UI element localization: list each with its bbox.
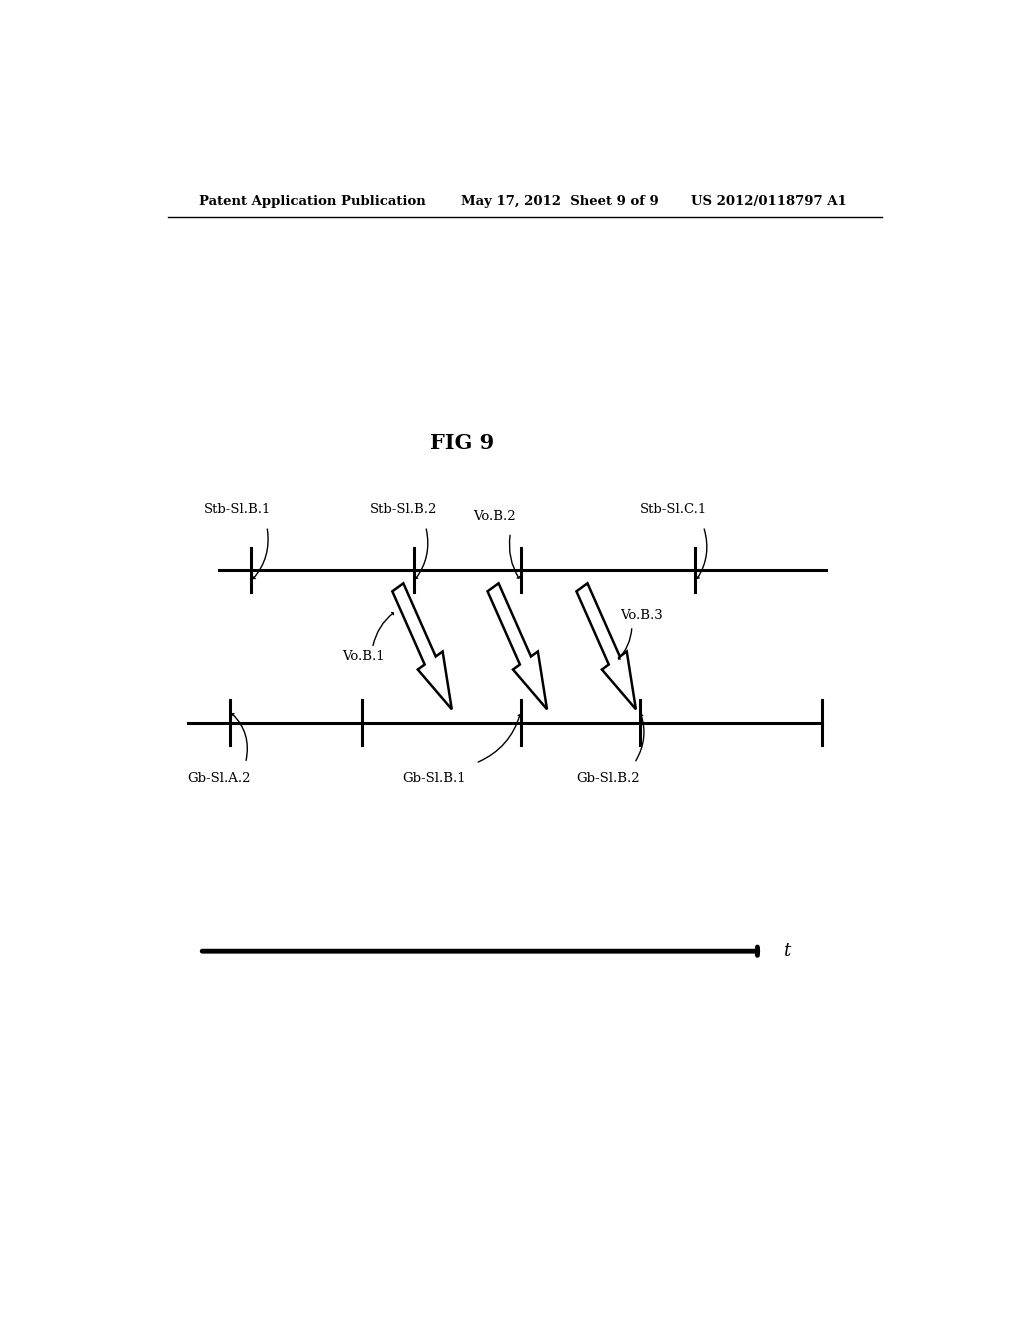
Polygon shape <box>392 583 452 709</box>
Polygon shape <box>577 583 636 709</box>
Text: Gb-Sl.B.1: Gb-Sl.B.1 <box>401 772 466 785</box>
Text: May 17, 2012  Sheet 9 of 9: May 17, 2012 Sheet 9 of 9 <box>461 194 659 207</box>
Text: Vo.B.3: Vo.B.3 <box>620 610 663 622</box>
Text: Stb-Sl.C.1: Stb-Sl.C.1 <box>640 503 708 516</box>
Text: Patent Application Publication: Patent Application Publication <box>200 194 426 207</box>
Text: Vo.B.2: Vo.B.2 <box>473 510 516 523</box>
Text: Vo.B.1: Vo.B.1 <box>342 649 385 663</box>
Polygon shape <box>487 583 547 709</box>
Text: Stb-Sl.B.1: Stb-Sl.B.1 <box>204 503 270 516</box>
Text: t: t <box>782 942 790 960</box>
Text: Stb-Sl.B.2: Stb-Sl.B.2 <box>370 503 437 516</box>
Text: Gb-Sl.A.2: Gb-Sl.A.2 <box>187 772 251 785</box>
Text: Gb-Sl.B.2: Gb-Sl.B.2 <box>577 772 640 785</box>
Text: US 2012/0118797 A1: US 2012/0118797 A1 <box>691 194 847 207</box>
Text: FIG 9: FIG 9 <box>430 433 494 453</box>
